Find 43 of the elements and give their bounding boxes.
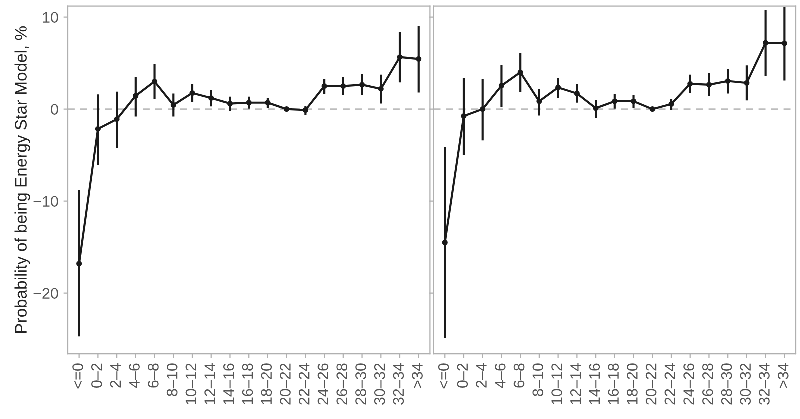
y-axis-title: Probability of being Energy Star Model, % xyxy=(14,26,30,334)
x-tick-label: 32–34 xyxy=(393,364,404,405)
x-tick-label: 10–12 xyxy=(186,364,197,404)
x-tick-label: 22–24 xyxy=(298,364,310,405)
x-tick-label: 12–14 xyxy=(204,364,216,404)
y-tick-label: 10 xyxy=(43,12,58,24)
x-tick-label: 16–18 xyxy=(608,364,620,404)
x-tick-label: 30–32 xyxy=(374,364,386,405)
x-tick-label: 32–34 xyxy=(759,364,770,405)
x-tick-label: 22–24 xyxy=(664,364,676,405)
x-tick-label: 6–8 xyxy=(514,364,525,388)
x-tick-label: 18–20 xyxy=(261,364,272,404)
x-tick-label: 20–22 xyxy=(280,364,291,405)
x-tick-label: 4–6 xyxy=(495,364,506,388)
x-tick-label: 8–10 xyxy=(532,364,544,396)
x-tick-label: 26–28 xyxy=(702,364,714,405)
y-tick-label: −10 xyxy=(34,196,58,208)
x-tick-label: 18–20 xyxy=(627,364,638,404)
x-tick-label: 12–14 xyxy=(570,364,582,404)
x-tick-label: >34 xyxy=(412,364,423,388)
x-tick-label: 8–10 xyxy=(166,364,178,396)
x-tick-label: 28–30 xyxy=(721,364,732,405)
x-tick-label: 0–2 xyxy=(457,364,468,388)
x-tick-label: 14–16 xyxy=(589,364,600,404)
x-tick-label: 24–26 xyxy=(318,364,329,405)
x-tick-label: 26–28 xyxy=(336,364,348,405)
x-tick-label: 14–16 xyxy=(224,364,234,404)
x-tick-label: 2–4 xyxy=(110,364,121,388)
y-tick-label: 0 xyxy=(51,104,58,116)
x-tick-label: <=0 xyxy=(438,364,450,389)
y-tick-label: −20 xyxy=(34,288,58,300)
x-tick-label: 24–26 xyxy=(684,364,694,405)
x-tick-label: 20–22 xyxy=(646,364,657,405)
x-tick-label: 10–12 xyxy=(552,364,562,404)
x-tick-label: 16–18 xyxy=(242,364,254,404)
x-tick-label: 6–8 xyxy=(148,364,159,388)
x-tick-label: >34 xyxy=(778,364,789,388)
x-tick-label: 30–32 xyxy=(740,364,752,405)
x-tick-label: 2–4 xyxy=(476,364,487,388)
x-tick-label: 0–2 xyxy=(91,364,102,388)
x-tick-label: <=0 xyxy=(72,364,84,389)
x-tick-label: 28–30 xyxy=(356,364,366,405)
x-tick-label: 4–6 xyxy=(129,364,140,388)
